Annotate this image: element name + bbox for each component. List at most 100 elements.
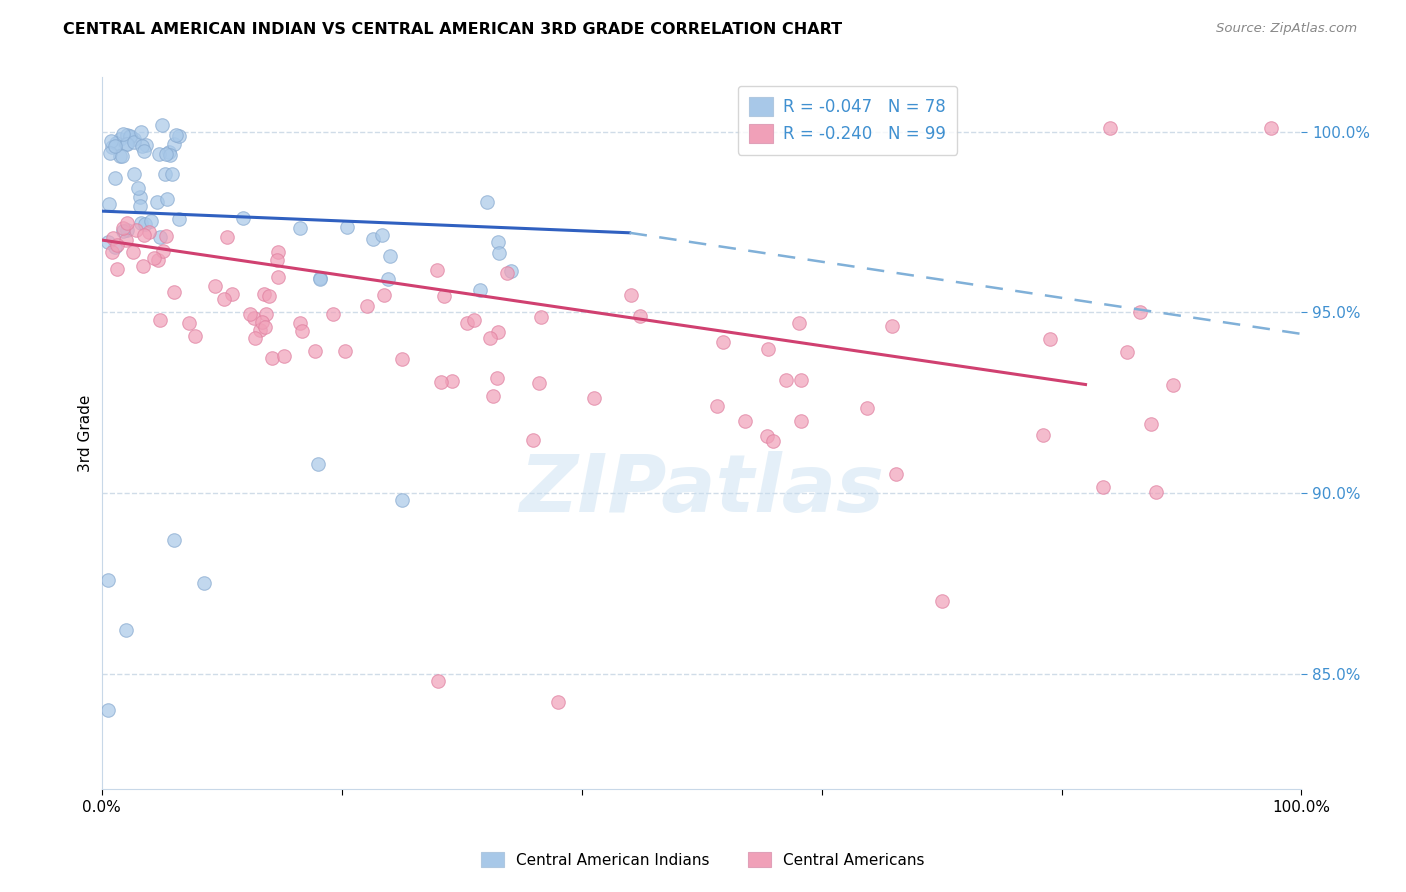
Point xyxy=(156,192,179,206)
Point xyxy=(482,389,505,403)
Point xyxy=(790,414,813,428)
Point xyxy=(884,467,907,481)
Point xyxy=(118,128,141,143)
Point xyxy=(433,289,456,303)
Point xyxy=(139,214,162,228)
Point xyxy=(100,245,122,260)
Point xyxy=(239,307,262,321)
Point xyxy=(1098,121,1121,136)
Point xyxy=(111,128,134,142)
Point xyxy=(266,270,288,285)
Point xyxy=(426,262,449,277)
Point xyxy=(775,373,797,387)
Point xyxy=(148,253,170,268)
Point xyxy=(288,221,311,235)
Point xyxy=(221,286,243,301)
Point xyxy=(257,288,280,302)
Point xyxy=(706,399,728,413)
Point xyxy=(155,147,177,161)
Point xyxy=(1260,121,1282,136)
Point xyxy=(124,136,146,150)
Point xyxy=(371,228,394,243)
Point xyxy=(104,170,127,185)
Point xyxy=(756,343,779,357)
Point xyxy=(135,138,157,153)
Point xyxy=(159,148,181,162)
Point xyxy=(129,199,152,213)
Point xyxy=(242,310,264,325)
Point xyxy=(122,244,145,259)
Point xyxy=(160,167,183,181)
Point xyxy=(522,433,544,447)
Point xyxy=(149,312,172,326)
Point xyxy=(475,195,498,210)
Point xyxy=(105,238,128,252)
Point xyxy=(100,140,122,154)
Point xyxy=(1129,305,1152,319)
Point xyxy=(1032,428,1054,442)
Legend: Central American Indians, Central Americans: Central American Indians, Central Americ… xyxy=(475,846,931,873)
Point xyxy=(495,266,517,280)
Point xyxy=(620,288,643,302)
Point xyxy=(153,167,176,181)
Point xyxy=(252,287,274,301)
Point xyxy=(132,228,155,243)
Point xyxy=(391,351,413,366)
Point xyxy=(309,272,332,286)
Point xyxy=(583,391,606,405)
Point xyxy=(112,220,135,235)
Point xyxy=(260,351,283,365)
Legend: R = -0.047   N = 78, R = -0.240   N = 99: R = -0.047 N = 78, R = -0.240 N = 99 xyxy=(738,86,957,155)
Point xyxy=(307,457,329,471)
Point xyxy=(232,211,254,225)
Point xyxy=(249,323,271,337)
Point xyxy=(361,232,384,246)
Point xyxy=(762,434,785,448)
Point xyxy=(143,251,166,265)
Point xyxy=(124,167,146,181)
Point xyxy=(104,138,127,153)
Point xyxy=(117,128,139,143)
Point xyxy=(132,259,155,273)
Point xyxy=(193,576,215,591)
Point xyxy=(179,316,201,330)
Point xyxy=(204,278,226,293)
Point xyxy=(98,196,121,211)
Point xyxy=(254,320,277,334)
Point xyxy=(273,349,295,363)
Point xyxy=(149,230,172,244)
Point xyxy=(155,229,177,244)
Point xyxy=(426,673,449,688)
Point xyxy=(169,129,191,144)
Point xyxy=(105,261,128,276)
Point xyxy=(104,136,127,151)
Point xyxy=(134,144,156,158)
Point xyxy=(108,149,131,163)
Point xyxy=(128,189,150,203)
Point xyxy=(290,316,312,330)
Point xyxy=(309,270,332,285)
Point xyxy=(463,313,485,327)
Point xyxy=(430,375,453,389)
Point xyxy=(931,594,953,608)
Point xyxy=(184,329,207,343)
Point xyxy=(129,125,152,139)
Point xyxy=(97,235,120,249)
Point xyxy=(1092,479,1115,493)
Point xyxy=(456,316,478,330)
Point xyxy=(127,181,149,195)
Point xyxy=(114,136,136,151)
Point xyxy=(789,373,811,387)
Point xyxy=(100,145,122,160)
Point xyxy=(146,194,169,209)
Point xyxy=(125,222,148,236)
Point xyxy=(152,244,174,259)
Point xyxy=(115,216,138,230)
Point xyxy=(165,128,187,142)
Point xyxy=(1039,332,1062,346)
Point xyxy=(485,371,508,385)
Point xyxy=(138,225,160,239)
Point xyxy=(547,695,569,709)
Point xyxy=(101,231,124,245)
Point xyxy=(118,129,141,144)
